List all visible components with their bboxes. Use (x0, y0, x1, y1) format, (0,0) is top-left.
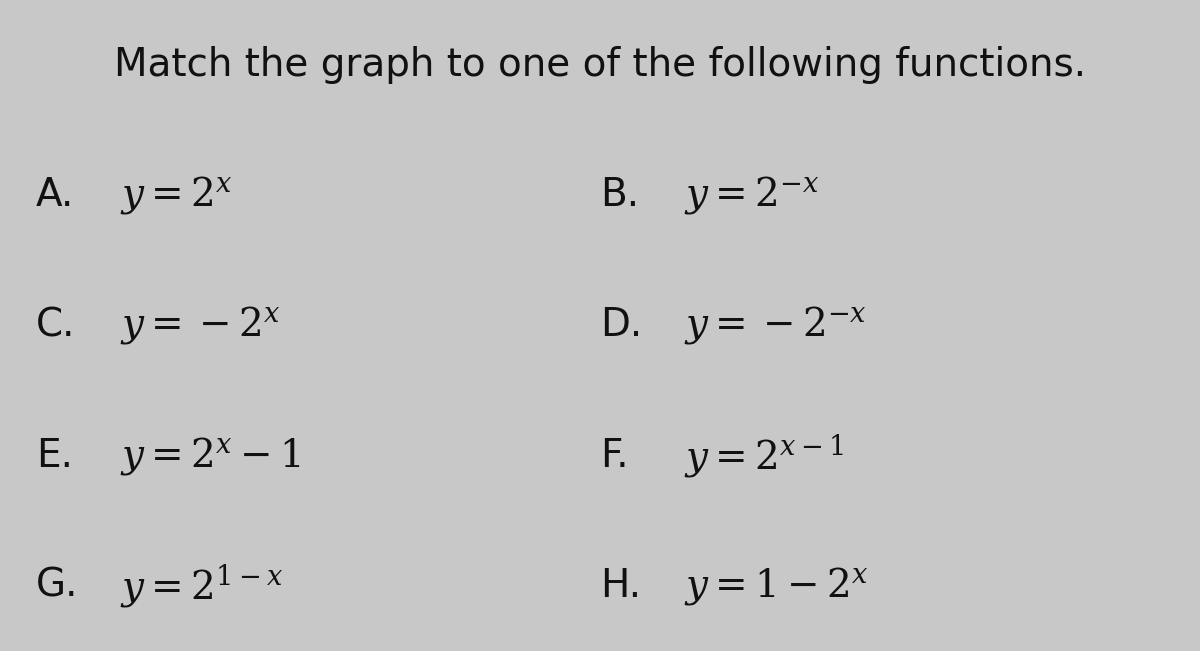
Text: F.: F. (600, 437, 629, 475)
Text: $y=-2^{x}$: $y=-2^{x}$ (120, 305, 280, 346)
Text: B.: B. (600, 176, 640, 214)
Text: $y=2^{x-1}$: $y=2^{x-1}$ (684, 432, 844, 480)
Text: H.: H. (600, 567, 641, 605)
Text: $y=2^{-x}$: $y=2^{-x}$ (684, 174, 820, 216)
Text: C.: C. (36, 307, 76, 344)
Text: $y=2^{x}-1$: $y=2^{x}-1$ (120, 435, 300, 477)
Text: E.: E. (36, 437, 73, 475)
Text: G.: G. (36, 567, 78, 605)
Text: $y=-2^{-x}$: $y=-2^{-x}$ (684, 305, 866, 346)
Text: A.: A. (36, 176, 74, 214)
Text: D.: D. (600, 307, 642, 344)
Text: Match the graph to one of the following functions.: Match the graph to one of the following … (114, 46, 1086, 83)
Text: $y=2^{x}$: $y=2^{x}$ (120, 174, 233, 216)
Text: $y=1-2^{x}$: $y=1-2^{x}$ (684, 565, 869, 607)
Text: $y=2^{1-x}$: $y=2^{1-x}$ (120, 562, 283, 610)
